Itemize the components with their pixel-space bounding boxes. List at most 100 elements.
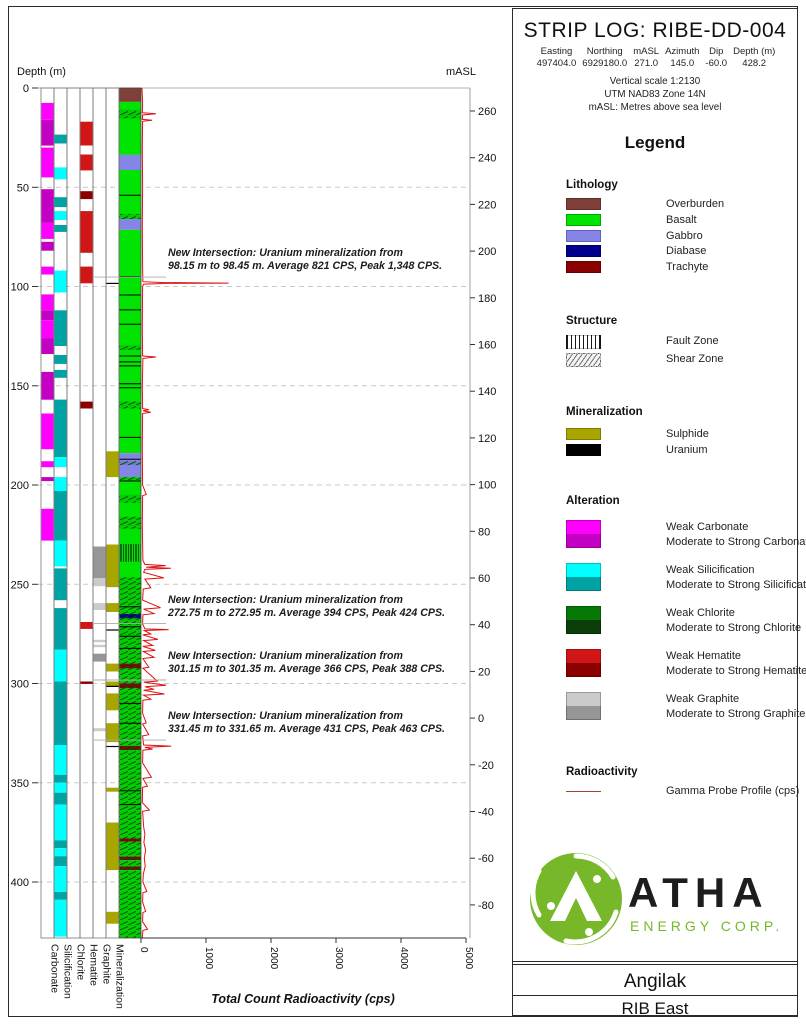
mineralization-interval: [106, 603, 119, 612]
masl-tick-label: 240: [478, 153, 496, 165]
coord-column: Easting 497404.0: [534, 46, 580, 69]
atha-logo-mark: [530, 853, 622, 945]
graphite-interval: [93, 644, 106, 648]
footer-divider: [512, 961, 797, 962]
hematite-interval: [80, 121, 93, 146]
track-label: Silicification: [62, 944, 74, 999]
legend-swatch-strong: [566, 706, 601, 720]
annotation-line: New Intersection: Uranium mineralization…: [168, 649, 403, 662]
mineralization-interval: [106, 282, 119, 284]
carbonate-interval: [41, 266, 54, 275]
radioactivity-axis-title: Total Count Radioactivity (cps): [211, 992, 395, 1006]
carbonate-interval: [41, 102, 54, 120]
shear-zone: [119, 477, 141, 482]
legend-item: Sulphide: [566, 428, 786, 444]
legend-item-label: Diabase: [666, 245, 707, 258]
mineralization-interval: [106, 451, 119, 478]
legend-swatch: [566, 198, 601, 210]
legend-swatch: [566, 229, 601, 242]
depth-tick-label: 0: [23, 83, 29, 95]
carbonate-interval: [41, 119, 54, 146]
silicification-interval: [54, 270, 67, 293]
carbonate-interval: [41, 461, 54, 468]
legend-item: Trachyte: [566, 261, 786, 277]
annotation-line: New Intersection: Uranium mineralization…: [168, 247, 403, 260]
coord-value: 145.0: [670, 58, 695, 69]
masl-tick-label: 120: [478, 433, 496, 445]
intersection-annotation: New Intersection: Uranium mineralization…: [168, 594, 468, 620]
legend-item-label: Shear Zone: [666, 353, 724, 365]
legend-item: Gabbro: [566, 229, 786, 246]
silicification-interval: [54, 866, 67, 892]
annotation-line: New Intersection: Uranium mineralization…: [168, 710, 403, 723]
logo-wordmark: ATHA: [628, 869, 770, 916]
legend-strong-label: Moderate to Strong Chlorite: [666, 622, 802, 634]
hematite-interval: [80, 622, 93, 629]
depth-tick-label: 250: [11, 579, 29, 591]
carbonate-interval: [41, 338, 54, 354]
track-border: [105, 87, 120, 939]
lith-interval-overburden: [119, 88, 141, 102]
hematite-interval: [80, 191, 93, 200]
silicification-interval: [54, 167, 67, 180]
alteration-tracks: Carbonate Silicification Chlorite Hematite G…: [40, 87, 126, 1009]
footer-divider: [512, 964, 797, 965]
carbonate-interval: [41, 241, 54, 251]
mineralization-interval: [106, 693, 119, 711]
carbonate-interval: [41, 310, 54, 321]
masl-note: mASL: Metres above sea level: [588, 102, 722, 113]
legend-swatch: [566, 428, 601, 440]
legend-swatch: [566, 443, 601, 456]
coord-column: Northing 6929180.0: [579, 46, 630, 69]
coord-label: mASL: [633, 46, 660, 57]
legend-weak-label: Weak Hematite: [666, 650, 741, 662]
logo-subtext: ENERGY CORP.: [630, 918, 783, 934]
graphite-interval: [93, 639, 106, 643]
legend-swatch: [566, 245, 601, 258]
legend-strong-label: Moderate to Strong Silicification: [666, 579, 806, 591]
project-name: Angilak: [623, 971, 687, 992]
masl-tick-label: 80: [478, 526, 490, 538]
legend-item: Uranium: [566, 443, 786, 460]
legend-title: Legend: [624, 133, 686, 152]
carbonate-interval: [41, 223, 54, 239]
page-title: STRIP LOG: RIBE-DD-004: [523, 19, 787, 42]
legend-swatch-weak: [566, 563, 601, 577]
legend-strong-label: Moderate to Strong Hematite: [666, 665, 806, 677]
coord-value: 497404.0: [536, 58, 577, 69]
masl-tick-label: 180: [478, 293, 496, 305]
silicification-interval: [54, 399, 67, 458]
hematite-interval: [80, 266, 93, 284]
legend-swatch-strong: [566, 663, 601, 677]
legend-swatch-strong: [566, 534, 601, 548]
cps-tick-label: 0: [138, 947, 149, 953]
legend-weak-label: Weak Chlorite: [666, 607, 735, 619]
mineralization-interval: [106, 787, 119, 792]
scale-notes: Vertical scale 1:2130 UTM NAD83 Zone 14N…: [513, 75, 797, 114]
silicification-interval: [54, 840, 67, 849]
legend-section-structure: Structure: [566, 315, 618, 327]
legend-weak-label: Weak Carbonate: [666, 521, 749, 533]
legend-swatch-weak: [566, 692, 601, 706]
silicification-interval: [54, 856, 67, 867]
annotation-line: 98.15 m to 98.45 m. Average 821 CPS, Pea…: [168, 260, 443, 273]
lith-interval-basalt: [119, 170, 141, 219]
legend-item: Diabase: [566, 245, 786, 261]
silicification-interval: [54, 848, 67, 857]
cps-tick-label: 3000: [333, 947, 344, 970]
masl-tick-label: 140: [478, 386, 496, 398]
graphite-interval: [93, 546, 106, 579]
hematite-interval: [80, 154, 93, 171]
legend-item: Fault Zone: [566, 335, 786, 351]
mineralization-interval: [106, 723, 119, 743]
depth-tick-label: 350: [11, 778, 29, 790]
mineralization-interval: [106, 911, 119, 924]
hematite-interval: [80, 401, 93, 409]
silicification-interval: [54, 745, 67, 775]
mineralization-interval: [106, 685, 119, 687]
legend-swatch: [566, 353, 601, 367]
footer-divider: [512, 995, 797, 996]
legend-item-label: Sulphide: [666, 428, 709, 440]
